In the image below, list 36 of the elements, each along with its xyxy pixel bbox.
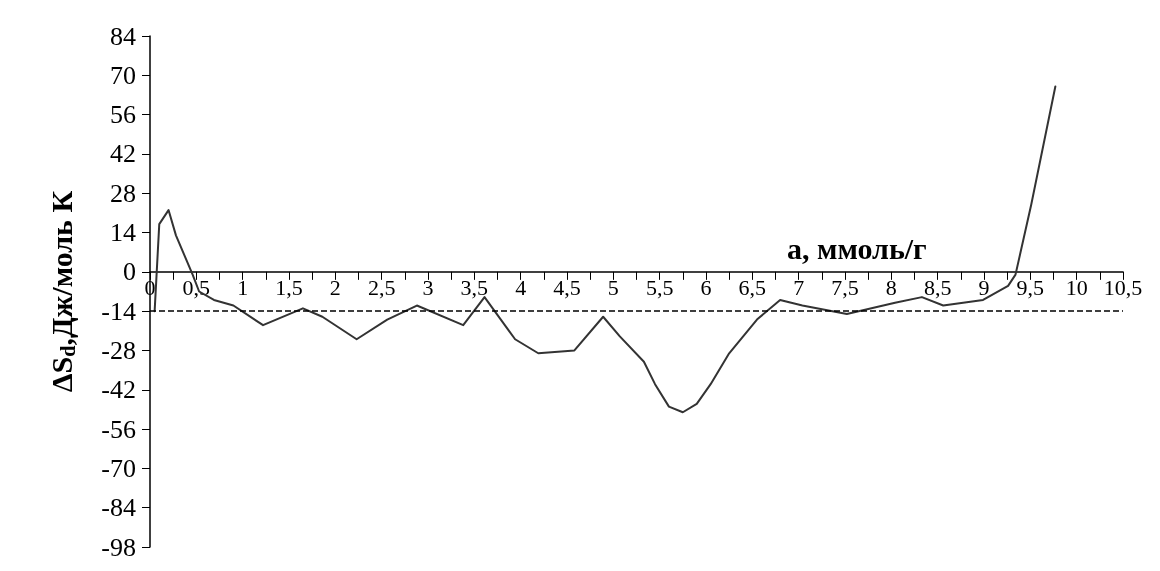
x-tick-label: 4,5 [553, 275, 581, 301]
y-tick-label: -70 [101, 453, 136, 483]
y-tick-label: 56 [110, 100, 136, 130]
y-tick-label: -56 [101, 414, 136, 444]
y-tick-label: 28 [110, 178, 136, 208]
y-tick-label: -42 [101, 375, 136, 405]
y-tick-label: 14 [110, 218, 136, 248]
y-axis-title: ΔSd,Дж/моль К [44, 190, 79, 393]
x-tick-label: 9,5 [1016, 275, 1045, 301]
x-tick-label: 10,5 [1103, 275, 1143, 301]
y-tick-label: -28 [101, 335, 136, 365]
x-tick-label: 7 [793, 275, 805, 301]
x-tick-label: 8 [885, 275, 897, 301]
x-tick-label: 2,5 [367, 275, 396, 301]
x-tick-label: 6 [700, 275, 712, 301]
y-tick-label: 42 [110, 139, 136, 169]
y-tick-label: 70 [110, 60, 136, 90]
x-tick-label: 1 [237, 275, 249, 301]
x-axis-title: a, ммоль/г [787, 232, 927, 266]
y-tick-label: -84 [101, 493, 136, 523]
x-tick-label: 8,5 [923, 275, 952, 301]
x-tick-label: 5,5 [645, 275, 674, 301]
x-tick-label: 6,5 [738, 275, 767, 301]
x-tick-label: 7,5 [831, 275, 859, 301]
y-tick-label: -98 [101, 532, 136, 562]
x-tick-label: 3,5 [460, 275, 489, 301]
x-tick-label: 2 [329, 275, 341, 301]
x-tick-label: 10 [1065, 275, 1088, 301]
x-tick-label: 5 [607, 275, 619, 301]
x-tick-label: 3 [422, 275, 434, 301]
y-tick-label: -14 [101, 296, 136, 326]
y-tick-label: 84 [110, 21, 136, 51]
line-series [153, 85, 1057, 414]
x-tick-label: 4 [515, 275, 527, 301]
x-tick-label: 9 [978, 275, 990, 301]
x-tick-label: 1,5 [275, 275, 303, 301]
